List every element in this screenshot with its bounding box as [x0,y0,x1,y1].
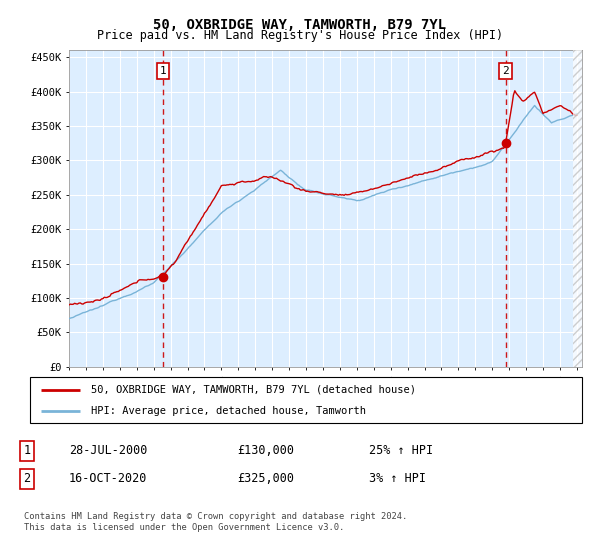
Text: Contains HM Land Registry data © Crown copyright and database right 2024.
This d: Contains HM Land Registry data © Crown c… [24,512,407,532]
Text: 1: 1 [160,66,167,76]
Text: 50, OXBRIDGE WAY, TAMWORTH, B79 7YL: 50, OXBRIDGE WAY, TAMWORTH, B79 7YL [154,18,446,32]
Text: 16-OCT-2020: 16-OCT-2020 [69,472,148,486]
Text: Price paid vs. HM Land Registry's House Price Index (HPI): Price paid vs. HM Land Registry's House … [97,29,503,42]
Text: 25% ↑ HPI: 25% ↑ HPI [369,444,433,458]
Text: HPI: Average price, detached house, Tamworth: HPI: Average price, detached house, Tamw… [91,407,366,416]
Text: 2: 2 [23,472,31,486]
Text: 50, OXBRIDGE WAY, TAMWORTH, B79 7YL (detached house): 50, OXBRIDGE WAY, TAMWORTH, B79 7YL (det… [91,385,416,395]
Text: 3% ↑ HPI: 3% ↑ HPI [369,472,426,486]
Text: 1: 1 [23,444,31,458]
FancyBboxPatch shape [30,377,582,423]
Text: £325,000: £325,000 [237,472,294,486]
Text: 2: 2 [502,66,509,76]
Text: 28-JUL-2000: 28-JUL-2000 [69,444,148,458]
Text: £130,000: £130,000 [237,444,294,458]
